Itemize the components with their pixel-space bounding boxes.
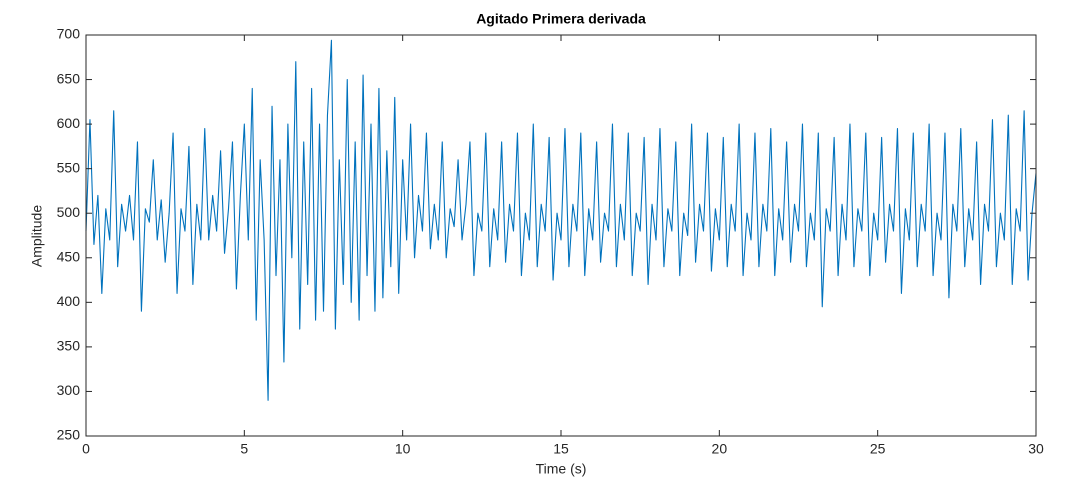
y-tick-label: 600 [57,115,81,131]
y-tick-label: 450 [57,248,81,264]
chart-title: Agitado Primera derivada [476,11,646,27]
x-tick-label: 0 [82,441,90,457]
y-tick-label: 400 [57,293,81,309]
y-tick-label: 500 [57,204,81,220]
y-tick-label: 650 [57,70,81,86]
y-tick-label: 300 [57,382,81,398]
y-tick-label: 350 [57,338,81,354]
y-axis-label: Amplitude [29,205,45,267]
x-tick-label: 15 [553,441,569,457]
x-tick-label: 20 [712,441,728,457]
y-tick-label: 700 [57,26,81,42]
signal-line [85,39,1037,401]
y-tick-label: 550 [57,159,81,175]
x-tick-label: 10 [395,441,411,457]
x-tick-label: 5 [240,441,248,457]
y-tick-label: 250 [57,427,81,443]
x-axis-label: Time (s) [536,461,587,477]
x-tick-label: 25 [870,441,886,457]
x-tick-label: 30 [1028,441,1044,457]
